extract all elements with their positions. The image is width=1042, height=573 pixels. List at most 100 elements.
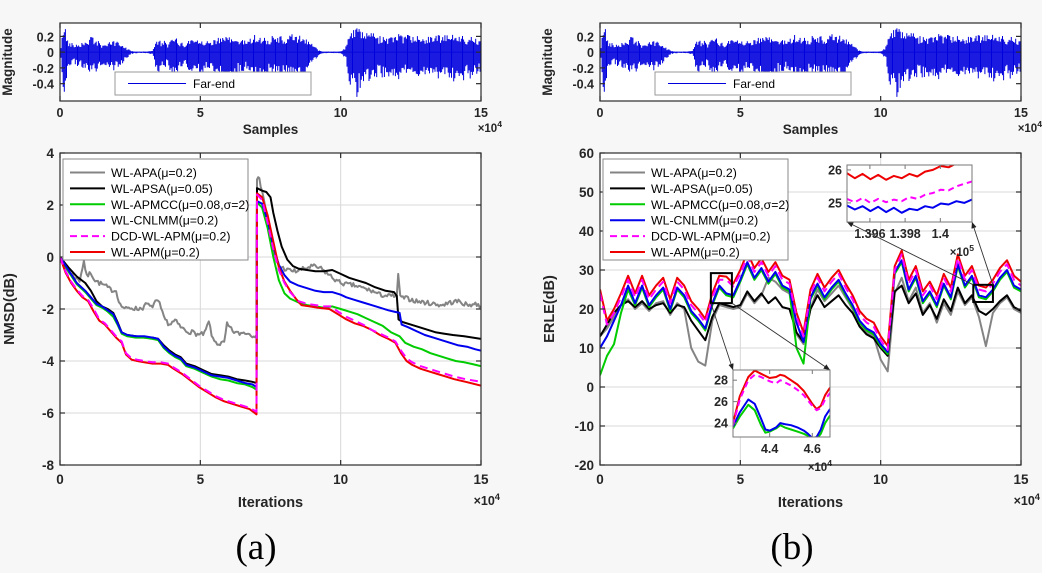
- tick-label: 50: [579, 185, 594, 200]
- tick-label: 0: [587, 46, 594, 60]
- erle-plot-b: 0 5 10 15 60 50 40 30 20 10 0 -10 -20 Iterations ERLE(…: [542, 146, 1041, 511]
- y-axis-label: NMSD(dB): [2, 273, 18, 345]
- zoom-connector: [710, 303, 734, 371]
- waveform-series: [600, 28, 1021, 97]
- tick-label: 0: [596, 472, 604, 487]
- farend-waveform-plot-b: 0 5 10 15 0.2 0 -0.2 -0.4 Samples Magnitude ×104 Fa…: [540, 22, 1042, 137]
- tick-label: -20: [574, 458, 594, 473]
- legend-label: DCD-WL-APM(μ=0.2): [651, 230, 770, 244]
- farend-waveform-plot-a: 0 5 10 15 0.2 0 -0.2 -0.4 Samples Magnitude ×104 Fa…: [0, 22, 503, 137]
- plot-border: [599, 22, 1022, 102]
- tick-label: 5: [197, 106, 204, 120]
- tick-label: -8: [42, 458, 54, 473]
- x-axis-label: Iterations: [238, 495, 303, 511]
- tick-label: 1.4: [932, 227, 949, 241]
- tick-label: 20: [579, 302, 594, 317]
- tick-label: 30: [579, 263, 594, 278]
- legend-label: WL-APA(μ=0.2): [651, 166, 737, 180]
- tick-label: -6: [42, 406, 54, 421]
- zoom-box: [709, 272, 733, 305]
- x-axis-label: Samples: [243, 122, 299, 137]
- plot-border: [59, 22, 482, 102]
- legend: WL-APA(μ=0.2) WL-APSA(μ=0.05) WL-APMCC(μ=0…: [62, 158, 249, 261]
- tick-label: 0: [586, 380, 594, 395]
- legend-label: WL-APMCC(μ=0.08,σ=2): [111, 198, 249, 212]
- ticks: 0 5 10 15 4 2 0 -2 -4 -6 -8: [42, 146, 489, 487]
- tick-label: 5: [197, 472, 205, 487]
- tick-label: 0.2: [577, 30, 594, 44]
- legend-label: DCD-WL-APM(μ=0.2): [111, 230, 230, 244]
- legend-label: WL-CNLMM(μ=0.2): [651, 214, 758, 228]
- tick-label: 15: [1013, 472, 1029, 487]
- waveform-series: [60, 28, 481, 97]
- tick-label: 28: [714, 374, 728, 388]
- waveform-legend: Far-end: [654, 71, 852, 96]
- inset-plot: 1.396 1.398 1.4 26 25 ×105: [828, 163, 975, 259]
- tick-label: -0.4: [32, 78, 54, 92]
- inset-border: [732, 369, 831, 438]
- series-line: [733, 403, 830, 437]
- tick-label: 0: [56, 472, 64, 487]
- inset-exponent: ×104: [808, 458, 833, 474]
- y-axis-label: Magnitude: [0, 28, 15, 96]
- x-axis-label: Iterations: [778, 495, 843, 511]
- legend-label: Far-end: [733, 77, 775, 91]
- waveform-strokes: [60, 28, 481, 97]
- zoom-connector: [846, 221, 974, 286]
- tick-label: 5: [737, 106, 744, 120]
- tick-label: 10: [579, 341, 594, 356]
- tick-label: 10: [874, 106, 888, 120]
- legend-label: WL-APM(μ=0.2): [651, 246, 740, 260]
- caption-a: (a): [235, 527, 277, 568]
- tick-label: 4.6: [804, 442, 821, 456]
- tick-label: 0: [597, 106, 604, 120]
- legend-label: WL-APA(μ=0.2): [111, 166, 197, 180]
- tick-label: -0.2: [572, 62, 594, 76]
- tick-label: 5: [737, 472, 745, 487]
- zoom-connector: [731, 302, 831, 371]
- inset-exponent: ×105: [950, 243, 975, 259]
- tick-label: 1.398: [889, 227, 920, 241]
- inset-series: [733, 370, 830, 437]
- y-axis-label: ERLE(dB): [542, 275, 558, 343]
- series-line: [847, 180, 972, 204]
- nmsd-plot-a: 0 5 10 15 4 2 0 -2 -4 -6 -8 Iterations NMSD(dB) ×104 W…: [2, 146, 501, 511]
- tick-label: 10: [333, 472, 348, 487]
- tick-label: 26: [714, 395, 728, 409]
- tick-label: -4: [42, 354, 54, 369]
- legend-box: [654, 71, 852, 96]
- inset-plot: 4.4 4.6 28 26 24 ×104: [714, 369, 833, 474]
- x-axis-exponent: ×104: [478, 119, 503, 135]
- tick-label: -10: [574, 419, 594, 434]
- ticks: 0 5 10 15 0.2 0 -0.2 -0.4: [572, 23, 1028, 120]
- tick-label: 15: [473, 472, 489, 487]
- zoom-connector: [971, 221, 994, 285]
- tick-label: 0.2: [37, 30, 54, 44]
- inset-series: [847, 165, 972, 214]
- tick-label: -2: [42, 302, 54, 317]
- series-line: [60, 200, 481, 388]
- tick-label: 4.4: [761, 442, 778, 456]
- legend-label: WL-APSA(μ=0.05): [111, 182, 213, 196]
- tick-label: -0.2: [32, 62, 54, 76]
- x-axis-exponent: ×104: [1014, 492, 1041, 508]
- tick-label: 0: [46, 250, 54, 265]
- tick-label: 4: [46, 146, 54, 161]
- legend-label: WL-APSA(μ=0.05): [651, 182, 753, 196]
- tick-label: 10: [873, 472, 888, 487]
- zoom-annotations: [709, 221, 994, 371]
- tick-label: 24: [714, 417, 728, 431]
- legend-label: WL-APMCC(μ=0.08,σ=2): [651, 198, 789, 212]
- ticks: 0 5 10 15 0.2 0 -0.2 -0.4: [32, 23, 488, 120]
- legend-box: [62, 158, 249, 261]
- tick-label: 15: [1014, 106, 1028, 120]
- legend: WL-APA(μ=0.2) WL-APSA(μ=0.05) WL-APMCC(μ=0…: [602, 158, 789, 261]
- series-line: [847, 165, 956, 181]
- y-axis-label: Magnitude: [540, 28, 555, 96]
- series-group: [60, 176, 481, 416]
- x-axis-exponent: ×104: [474, 492, 501, 508]
- tick-label: 26: [828, 163, 842, 177]
- tick-label: 1.396: [854, 227, 885, 241]
- legend-label: WL-APM(μ=0.2): [111, 246, 200, 260]
